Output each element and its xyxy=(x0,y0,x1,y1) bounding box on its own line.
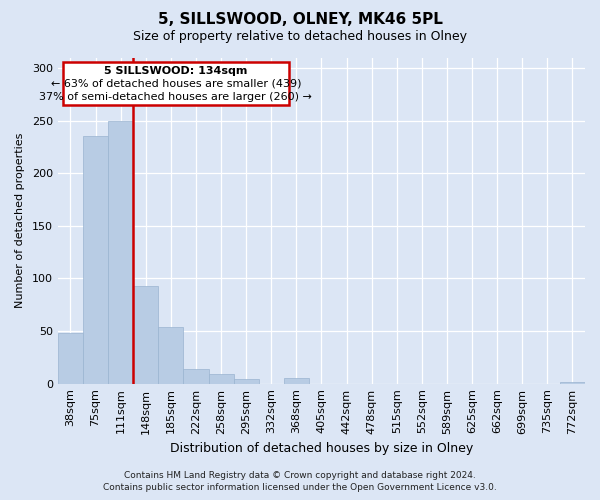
Bar xyxy=(133,286,158,384)
Y-axis label: Number of detached properties: Number of detached properties xyxy=(15,133,25,308)
Bar xyxy=(233,380,259,384)
Bar xyxy=(560,382,585,384)
Bar xyxy=(284,378,309,384)
Text: 5 SILLSWOOD: 134sqm: 5 SILLSWOOD: 134sqm xyxy=(104,66,248,76)
Bar xyxy=(184,369,209,384)
Bar xyxy=(83,136,108,384)
Bar xyxy=(108,120,133,384)
Bar xyxy=(158,327,184,384)
Bar xyxy=(58,333,83,384)
X-axis label: Distribution of detached houses by size in Olney: Distribution of detached houses by size … xyxy=(170,442,473,455)
Text: 5, SILLSWOOD, OLNEY, MK46 5PL: 5, SILLSWOOD, OLNEY, MK46 5PL xyxy=(158,12,442,28)
Bar xyxy=(209,374,233,384)
Text: ← 63% of detached houses are smaller (439): ← 63% of detached houses are smaller (43… xyxy=(50,79,301,89)
Text: 37% of semi-detached houses are larger (260) →: 37% of semi-detached houses are larger (… xyxy=(40,92,313,102)
Text: Contains HM Land Registry data © Crown copyright and database right 2024.
Contai: Contains HM Land Registry data © Crown c… xyxy=(103,471,497,492)
FancyBboxPatch shape xyxy=(63,62,289,105)
Text: Size of property relative to detached houses in Olney: Size of property relative to detached ho… xyxy=(133,30,467,43)
